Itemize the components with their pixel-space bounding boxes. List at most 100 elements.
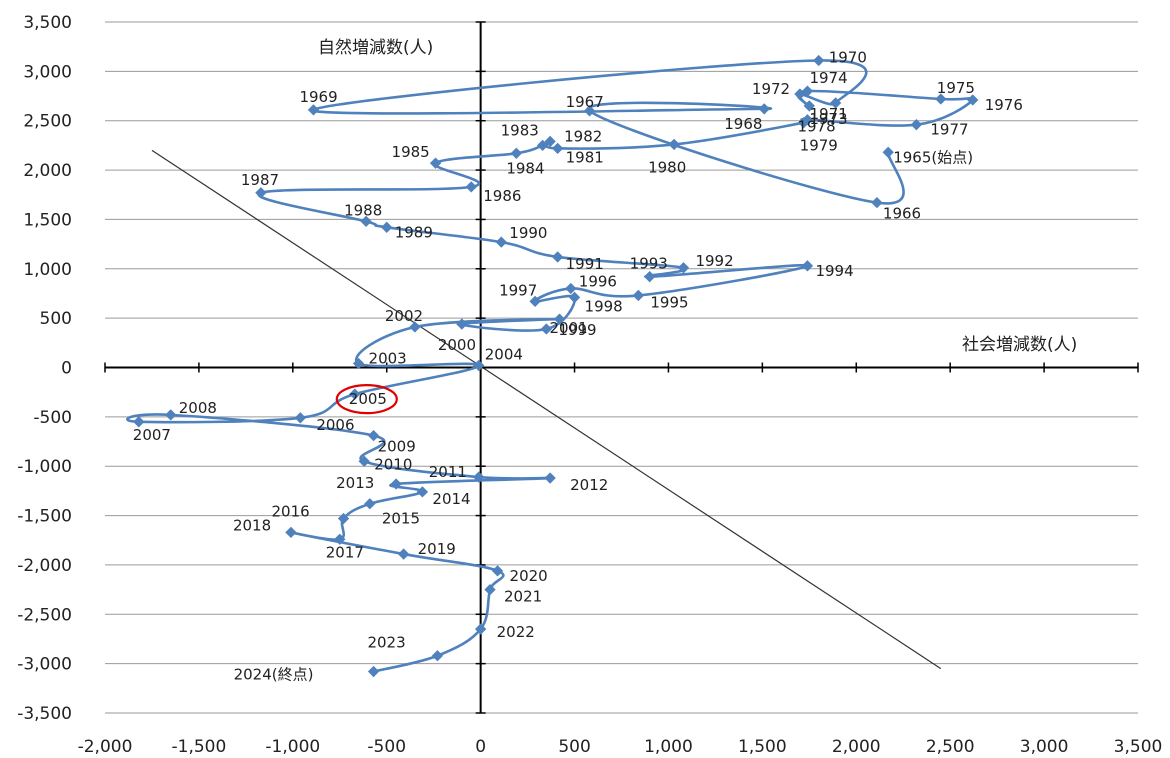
- data-point-marker: [358, 455, 370, 467]
- y-tick-label: -3,000: [17, 655, 72, 675]
- data-point-marker: [544, 135, 556, 148]
- data-point-marker: [484, 583, 496, 596]
- data-point-label: 1986: [483, 187, 521, 205]
- data-point-label: 1993: [630, 255, 668, 273]
- data-point-label: 1990: [509, 224, 547, 242]
- series-layer: [126, 54, 979, 678]
- y-tick-label: 0: [61, 359, 72, 379]
- data-point-label: 2014: [432, 490, 470, 508]
- data-point-marker: [367, 665, 380, 678]
- data-point-marker: [381, 221, 393, 233]
- data-point-marker: [416, 486, 429, 498]
- data-point-marker: [133, 416, 145, 428]
- x-tick-label: 1,500: [738, 737, 787, 757]
- data-point-marker: [352, 357, 365, 370]
- data-point-marker: [544, 472, 556, 484]
- data-point-label: 2019: [418, 540, 456, 558]
- x-tick-label: 2,500: [926, 737, 975, 757]
- y-tick-label: -1,500: [17, 507, 72, 527]
- x-tick-label: -500: [367, 737, 406, 757]
- data-point-marker: [364, 498, 376, 510]
- data-point-marker: [758, 103, 770, 115]
- data-point-label: 1971: [810, 105, 848, 123]
- point-label-layer: 1965(始点) 1966 1967 1968 1969 1970 1971 1972 1973…: [133, 48, 1023, 683]
- data-point-label: 1981: [566, 148, 604, 166]
- data-point-marker: [360, 215, 372, 228]
- y-tick-label: 3,500: [23, 13, 72, 33]
- data-point-marker: [337, 512, 350, 525]
- data-point-label: 1967: [566, 93, 604, 111]
- data-point-label: 1987: [241, 171, 279, 189]
- data-point-marker: [294, 412, 306, 424]
- data-point-marker: [677, 262, 690, 274]
- data-point-label: 2012: [570, 476, 608, 494]
- data-point-marker: [349, 388, 361, 400]
- data-point-marker: [529, 295, 541, 308]
- data-point-marker: [367, 429, 380, 442]
- x-tick-label: -2,000: [78, 737, 133, 757]
- data-point-marker: [551, 142, 564, 155]
- data-point-marker: [644, 271, 656, 283]
- data-point-marker: [431, 650, 444, 662]
- reference-line-layer: [151, 149, 942, 670]
- data-point-label: 1998: [585, 297, 623, 315]
- data-point-label: 1984: [506, 159, 544, 177]
- data-point-label: 1972: [752, 80, 790, 98]
- data-point-label: 2017: [326, 543, 364, 561]
- data-point-marker: [409, 321, 421, 333]
- data-point-label: 1995: [650, 293, 688, 311]
- data-point-label: 1989: [395, 223, 433, 241]
- data-point-label: 1992: [695, 252, 733, 270]
- data-point-label: 2003: [369, 350, 407, 368]
- data-point-marker: [495, 236, 507, 248]
- y-tick-label: -2,500: [17, 605, 72, 625]
- y-tick-label: -3,500: [17, 704, 72, 724]
- data-point-marker: [255, 187, 267, 199]
- data-point-label: 2000: [438, 336, 476, 354]
- x-tick-label: 2,000: [832, 737, 881, 757]
- data-point-label: 1978: [797, 118, 835, 136]
- data-point-marker: [429, 157, 442, 169]
- data-point-label: 1976: [985, 96, 1023, 114]
- data-point-label: 1982: [564, 127, 602, 145]
- y-tick-label: 2,000: [23, 161, 72, 181]
- x-tick-label: -1,500: [172, 737, 227, 757]
- data-point-label: 2006: [316, 416, 354, 434]
- data-point-marker: [813, 54, 825, 67]
- data-point-label: 2022: [497, 623, 535, 641]
- data-point-label: 1965(始点): [893, 148, 973, 166]
- y-tick-label: 1,000: [23, 260, 72, 280]
- y-tick-label: 2,500: [23, 112, 72, 132]
- x-axis-title: 社会増減数(人): [962, 335, 1077, 355]
- data-point-label: 2021: [504, 588, 542, 606]
- data-point-label: 1974: [809, 69, 847, 87]
- data-point-label: 1994: [815, 262, 853, 280]
- data-point-marker: [882, 146, 894, 158]
- y-tick-label: -1,000: [17, 457, 72, 477]
- data-point-label: 1968: [724, 115, 762, 133]
- data-point-marker: [540, 323, 553, 335]
- y-tick-label: 500: [40, 309, 72, 329]
- data-point-label: 2009: [378, 438, 416, 456]
- data-point-label: 2007: [133, 426, 171, 444]
- x-tick-label: 0: [475, 737, 486, 757]
- data-point-label: 1988: [344, 201, 382, 219]
- data-point-marker: [473, 359, 485, 372]
- data-point-label: 2008: [179, 399, 217, 417]
- data-point-label: 2013: [336, 474, 374, 492]
- data-point-label: 1970: [829, 48, 867, 66]
- data-point-label: 1969: [299, 88, 337, 106]
- data-point-marker: [473, 471, 485, 483]
- data-point-label: 2010: [374, 455, 412, 473]
- data-point-marker: [390, 478, 402, 490]
- data-point-marker: [165, 409, 177, 421]
- data-point-label: 2004: [485, 346, 523, 364]
- data-point-marker: [465, 181, 477, 193]
- data-point-label: 2002: [385, 307, 423, 325]
- data-point-marker: [334, 533, 346, 545]
- x-tick-label: 3,000: [1020, 737, 1069, 757]
- data-point-label: 1980: [648, 158, 686, 176]
- data-point-marker: [553, 313, 566, 325]
